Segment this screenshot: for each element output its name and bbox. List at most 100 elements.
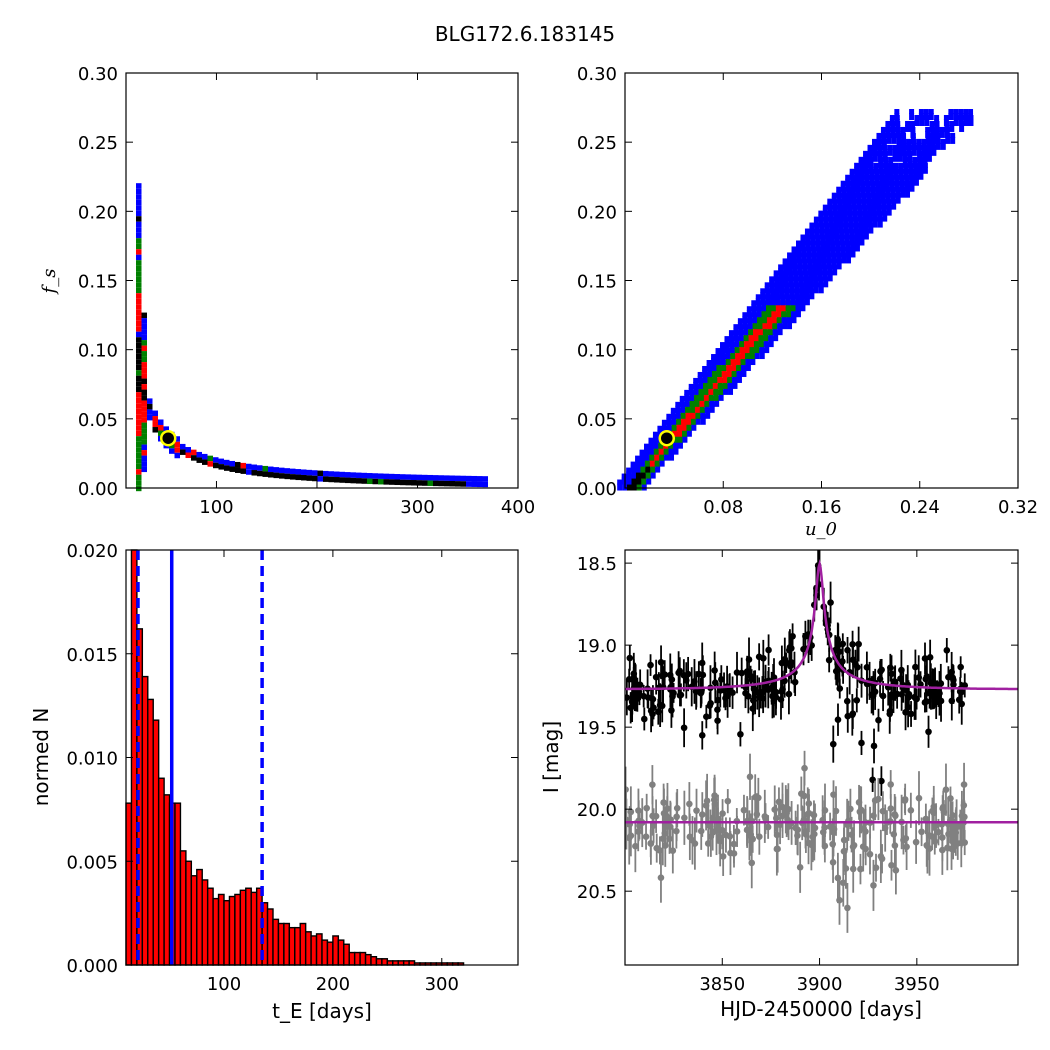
light-curve bbox=[625, 550, 1018, 933]
heatmap-cell bbox=[950, 132, 956, 138]
heatmap-cell bbox=[707, 375, 713, 383]
heatmap-cell bbox=[716, 364, 722, 372]
heatmap-cell bbox=[823, 214, 829, 222]
heatmap-cell bbox=[699, 405, 705, 413]
heatmap-cell bbox=[438, 475, 444, 481]
heatmap-cell bbox=[834, 238, 840, 246]
heatmap-cell bbox=[836, 262, 842, 270]
data-point bbox=[886, 710, 894, 718]
heatmap-cell bbox=[147, 409, 153, 415]
heatmap-cell bbox=[909, 109, 915, 115]
heatmap-cell bbox=[714, 399, 720, 407]
heatmap-cell bbox=[158, 430, 164, 436]
heatmap-cell bbox=[729, 346, 735, 354]
heatmap-cell bbox=[136, 469, 142, 475]
heatmap-cell bbox=[906, 142, 912, 150]
heatmap-cell bbox=[840, 244, 846, 252]
heatmap-cell bbox=[805, 238, 811, 246]
heatmap-cell bbox=[693, 387, 699, 395]
heatmap-cell bbox=[680, 411, 686, 419]
heatmap-cell bbox=[903, 172, 909, 180]
heatmap-cell bbox=[926, 154, 932, 162]
axes-tr: 0.08 0.16 0.24 0.32 0.00 0.05 0.10 0.15 0.20 0.25… bbox=[577, 64, 1038, 518]
heatmap-cell bbox=[788, 274, 794, 282]
heatmap-cell bbox=[935, 136, 941, 144]
histogram bbox=[125, 549, 465, 966]
heatmap-cell bbox=[822, 204, 828, 210]
heatmap-cell bbox=[819, 226, 825, 234]
heatmap-cell bbox=[862, 208, 868, 216]
heatmap-cell bbox=[694, 405, 700, 413]
data-point bbox=[859, 843, 867, 850]
heatmap-cell bbox=[765, 292, 771, 300]
heatmap-cell bbox=[682, 435, 688, 443]
heatmap-cell bbox=[738, 334, 744, 342]
heatmap-cell bbox=[776, 310, 782, 318]
heatmap-cell bbox=[854, 232, 860, 240]
heatmap-cell bbox=[777, 328, 783, 336]
data-point bbox=[945, 673, 952, 681]
data-point bbox=[921, 699, 929, 706]
data-point bbox=[890, 831, 898, 838]
heatmap-cell bbox=[855, 178, 861, 186]
data-point bbox=[653, 844, 661, 852]
heatmap-cell bbox=[301, 469, 307, 475]
heatmap-cell bbox=[706, 364, 712, 372]
heatmap-cell bbox=[748, 334, 754, 342]
heatmap-cell bbox=[372, 473, 378, 479]
heatmap-cell bbox=[813, 280, 819, 288]
heatmap-cell bbox=[919, 118, 925, 126]
x-tick-label: 300 bbox=[425, 974, 459, 995]
histogram-bar bbox=[163, 794, 171, 966]
heatmap-cell bbox=[812, 268, 818, 276]
data-point bbox=[626, 654, 634, 662]
heatmap-cell bbox=[858, 156, 864, 162]
heatmap-cell bbox=[720, 346, 726, 354]
heatmap-cell bbox=[949, 124, 955, 132]
heatmap-cell bbox=[477, 481, 483, 488]
heatmap-cell bbox=[717, 375, 723, 383]
heatmap-cell bbox=[840, 250, 846, 258]
heatmap-tr bbox=[617, 109, 974, 491]
data-point bbox=[707, 823, 714, 830]
heatmap-cell bbox=[191, 449, 197, 456]
data-point bbox=[625, 694, 631, 701]
heatmap-cell bbox=[800, 244, 806, 252]
heatmap-cell bbox=[872, 214, 878, 222]
heatmap-cell bbox=[895, 130, 901, 138]
heatmap-cell bbox=[875, 196, 881, 204]
heatmap-cell bbox=[284, 473, 290, 480]
y-tick-label: 0.00 bbox=[577, 479, 617, 500]
heatmap-cell bbox=[737, 318, 743, 324]
heatmap-cell bbox=[804, 298, 810, 306]
data-point bbox=[930, 803, 938, 810]
heatmap-cell bbox=[761, 304, 767, 312]
heatmap-cell bbox=[136, 227, 142, 233]
heatmap-cell bbox=[797, 268, 803, 276]
heatmap-cell bbox=[706, 360, 712, 366]
heatmap-cell bbox=[727, 375, 733, 383]
heatmap-cell bbox=[835, 244, 841, 252]
heatmap-cell bbox=[824, 226, 830, 234]
heatmap-cell bbox=[850, 190, 856, 198]
heatmap-cell bbox=[746, 310, 752, 318]
heatmap-cell bbox=[835, 250, 841, 258]
heatmap-cell bbox=[892, 148, 898, 156]
heatmap-cell bbox=[838, 226, 844, 234]
data-point bbox=[775, 798, 783, 806]
heatmap-cell bbox=[694, 393, 700, 401]
heatmap-cell bbox=[361, 478, 367, 484]
heatmap-cell bbox=[916, 142, 922, 150]
heatmap-cell bbox=[789, 286, 795, 294]
heatmap-cell bbox=[796, 240, 802, 246]
heatmap-cell bbox=[635, 465, 641, 473]
heatmap-cell bbox=[635, 459, 641, 467]
heatmap-cell bbox=[630, 465, 636, 473]
heatmap-cell bbox=[789, 292, 795, 300]
heatmap-cell bbox=[141, 422, 147, 429]
heatmap-cell bbox=[712, 381, 718, 389]
heatmap-cell bbox=[894, 118, 900, 126]
heatmap-cell bbox=[815, 244, 821, 252]
heatmap-cell bbox=[853, 220, 859, 228]
heatmap-cell bbox=[889, 184, 895, 192]
